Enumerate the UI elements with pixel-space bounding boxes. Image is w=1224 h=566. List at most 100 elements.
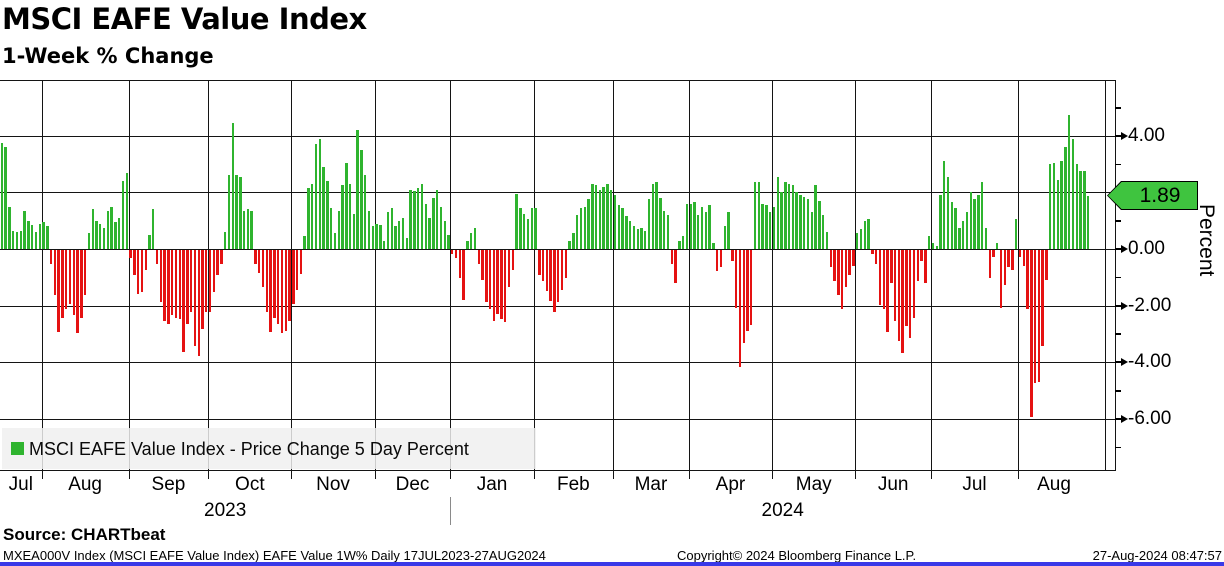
bar	[390, 207, 393, 249]
bar	[572, 233, 575, 249]
bar	[488, 250, 492, 310]
bar	[447, 234, 450, 249]
plot-top-border	[0, 80, 1115, 81]
gridline	[0, 418, 1115, 420]
bar	[958, 227, 961, 249]
bar	[292, 250, 295, 304]
bar	[242, 210, 246, 249]
bar	[954, 207, 957, 249]
bar	[519, 207, 522, 249]
bar	[757, 182, 761, 249]
bar	[208, 250, 212, 313]
bar	[38, 223, 41, 249]
bar	[1041, 250, 1044, 347]
bar	[159, 250, 163, 303]
bar	[538, 250, 541, 276]
bar	[413, 190, 416, 249]
bottom-divider-bar	[0, 562, 1224, 566]
x-axis-year-label: 2024	[761, 500, 804, 521]
bar	[57, 250, 60, 333]
x-axis-tick	[128, 471, 130, 479]
bar	[314, 144, 318, 249]
bar	[628, 220, 632, 249]
y-minor-tick	[1115, 107, 1121, 109]
last-value-badge-fill	[1108, 182, 1197, 209]
bar	[655, 182, 658, 249]
x-axis-tick	[208, 471, 210, 479]
y-minor-tick	[1115, 220, 1121, 222]
plot-area	[0, 80, 1116, 479]
bar	[1033, 250, 1037, 383]
bar	[848, 250, 851, 276]
bar	[897, 250, 901, 341]
bar	[1026, 250, 1029, 310]
bar	[700, 206, 704, 249]
bar	[719, 250, 723, 267]
bar	[568, 240, 571, 249]
bar	[651, 183, 655, 249]
bar	[935, 246, 938, 249]
bar	[345, 162, 348, 249]
bar	[594, 185, 598, 249]
bar	[303, 236, 306, 249]
bar	[239, 176, 242, 249]
bar	[670, 250, 673, 265]
page-title: MSCI EAFE Value Index	[2, 2, 367, 36]
bar	[371, 226, 374, 249]
bar	[606, 183, 609, 249]
x-axis-month-label: Jul	[8, 474, 33, 495]
bar	[428, 217, 431, 249]
bar	[617, 205, 620, 249]
y-minor-tick	[1115, 390, 1121, 392]
y-minor-tick	[1115, 163, 1121, 166]
gridline	[0, 305, 1115, 307]
bar	[821, 215, 825, 249]
bar	[515, 193, 518, 249]
month-gridline	[128, 80, 130, 470]
x-axis-tick	[533, 471, 535, 479]
bar	[496, 250, 499, 314]
footer-timestamp: 27-Aug-2024 08:47:57	[1092, 548, 1222, 563]
bar	[500, 250, 503, 320]
bar	[768, 212, 772, 249]
bar	[155, 250, 159, 265]
y-minor-tick	[1115, 446, 1121, 449]
bar	[999, 250, 1003, 308]
bar	[992, 250, 995, 258]
y-minor-tick	[1115, 276, 1121, 279]
bar	[1018, 250, 1022, 258]
gridline	[0, 249, 1115, 250]
bar	[818, 200, 821, 249]
bar	[197, 250, 200, 357]
x-axis-month-label: Mar	[634, 474, 668, 495]
bar	[341, 185, 344, 249]
right-inner-border	[1105, 80, 1106, 471]
bar	[201, 250, 204, 330]
last-value-label: 1.89	[1139, 184, 1181, 207]
bar	[833, 250, 836, 282]
bar	[803, 196, 806, 249]
bar	[598, 189, 602, 249]
bar	[1030, 250, 1033, 417]
bar	[776, 176, 779, 249]
bar	[432, 198, 435, 249]
bar	[973, 199, 976, 249]
bar	[42, 222, 45, 249]
bar	[220, 250, 223, 265]
bar	[583, 206, 586, 249]
bar	[27, 220, 30, 249]
x-axis-month-label: Aug	[68, 474, 102, 495]
bar	[927, 236, 931, 249]
bar	[946, 176, 950, 249]
bar	[83, 250, 87, 296]
bar	[276, 250, 280, 324]
bar	[398, 220, 401, 249]
bar	[68, 250, 72, 304]
bar	[977, 195, 980, 249]
bar	[591, 183, 594, 249]
bar	[227, 175, 231, 249]
bar	[969, 192, 972, 249]
month-gridline	[772, 80, 774, 470]
bar	[65, 250, 68, 310]
bar	[114, 222, 117, 249]
